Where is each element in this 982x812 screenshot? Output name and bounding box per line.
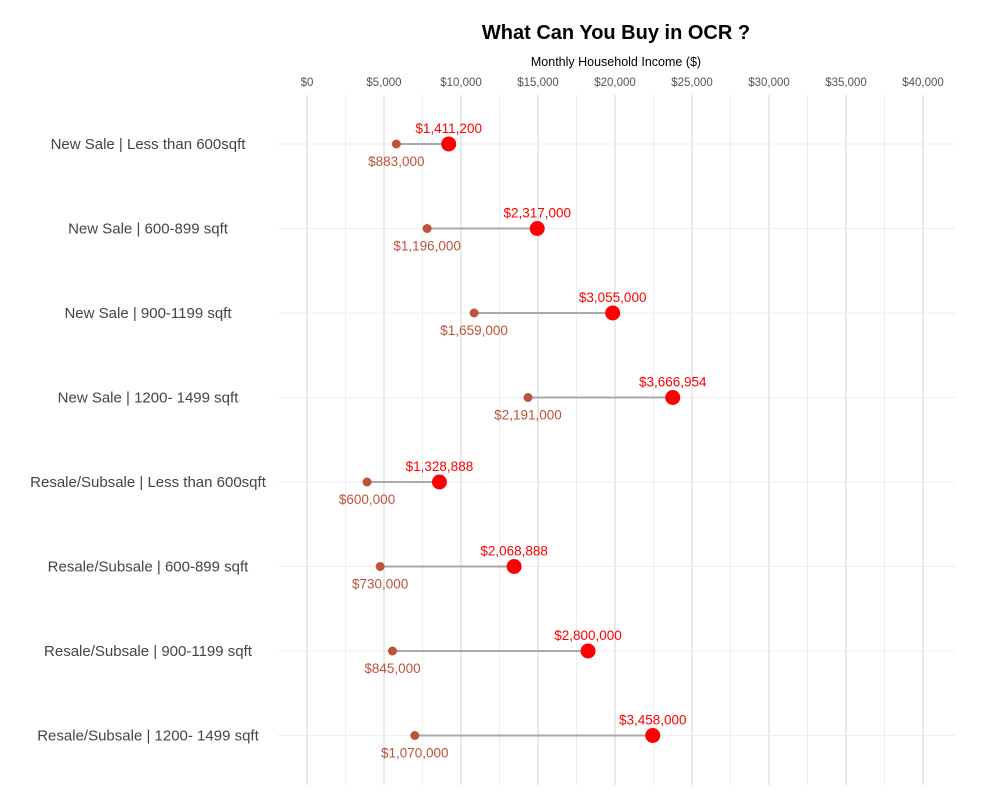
- category-label: New Sale | Less than 600sqft: [51, 136, 247, 153]
- high-value-label: $1,411,200: [415, 121, 482, 136]
- x-tick-label: $10,000: [440, 77, 482, 89]
- high-point: [580, 643, 596, 659]
- low-value-label: $1,196,000: [393, 239, 461, 254]
- low-point: [362, 477, 372, 487]
- category-label: New Sale | 900-1199 sqft: [64, 305, 232, 322]
- x-tick-label: $15,000: [517, 77, 559, 89]
- low-value-label: $1,070,000: [381, 746, 449, 761]
- high-value-label: $2,068,888: [480, 544, 548, 559]
- high-point: [506, 559, 522, 574]
- high-value-label: $2,317,000: [503, 206, 571, 221]
- high-value-label: $3,666,954: [639, 375, 707, 390]
- low-point: [469, 308, 479, 318]
- x-tick-label: $30,000: [748, 77, 790, 89]
- category-label: Resale/Subsale | 1200- 1499 sqft: [37, 728, 259, 745]
- grid-lines: [278, 95, 955, 785]
- x-axis-label: Monthly Household Income ($): [530, 55, 702, 69]
- x-tick-label: $25,000: [671, 77, 713, 89]
- x-tick-label: $0: [301, 77, 314, 89]
- x-tick-label: $20,000: [594, 77, 636, 89]
- low-point: [410, 731, 420, 740]
- low-value-label: $2,191,000: [494, 408, 562, 423]
- high-point: [645, 728, 661, 743]
- low-point: [387, 646, 397, 656]
- high-point: [529, 221, 545, 236]
- low-point: [391, 139, 401, 149]
- high-value-label: $3,055,000: [579, 290, 647, 305]
- category-label: New Sale | 600-899 sqft: [68, 221, 229, 238]
- category-label: Resale/Subsale | Less than 600sqft: [30, 474, 267, 491]
- low-value-label: $1,659,000: [440, 323, 508, 338]
- dumbbell-marks: $1,411,200 $883,000 $2,317,000 $1,196,000 $3…: [339, 121, 707, 761]
- category-label: New Sale | 1200- 1499 sqft: [58, 390, 240, 407]
- low-point: [422, 224, 432, 233]
- low-value-label: $845,000: [364, 661, 420, 676]
- high-point: [665, 390, 681, 405]
- category-label: Resale/Subsale | 900-1199 sqft: [44, 643, 253, 660]
- y-axis-categories: New Sale | Less than 600sqft New Sale | 6…: [30, 136, 267, 745]
- high-value-label: $2,800,000: [554, 628, 622, 643]
- low-value-label: $600,000: [339, 492, 395, 507]
- low-point: [523, 393, 533, 402]
- high-point: [441, 136, 457, 152]
- low-value-label: $730,000: [352, 577, 408, 592]
- x-tick-label: $5,000: [366, 77, 401, 89]
- chart-title: What Can You Buy in OCR ?: [481, 22, 751, 44]
- category-label: Resale/Subsale | 600-899 sqft: [48, 559, 250, 576]
- x-tick-label: $40,000: [902, 77, 944, 89]
- high-point: [431, 474, 447, 490]
- x-axis-ticks: $0 $5,000 $10,000 $15,000 $20,000 $25,000 $30,…: [301, 77, 944, 89]
- high-value-label: $1,328,888: [406, 459, 474, 474]
- low-value-label: $883,000: [368, 154, 424, 169]
- low-point: [375, 562, 385, 571]
- high-point: [605, 305, 621, 321]
- x-tick-label: $35,000: [825, 77, 867, 89]
- high-value-label: $3,458,000: [619, 713, 687, 728]
